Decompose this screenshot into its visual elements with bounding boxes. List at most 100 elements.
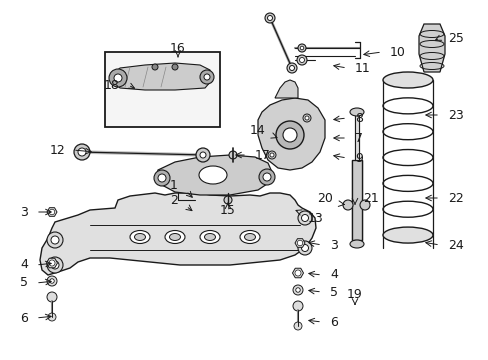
Text: 15: 15 bbox=[220, 203, 235, 216]
Polygon shape bbox=[47, 208, 57, 216]
Circle shape bbox=[172, 64, 178, 70]
Circle shape bbox=[359, 200, 369, 210]
Circle shape bbox=[283, 128, 296, 142]
Text: 17: 17 bbox=[254, 149, 270, 162]
Ellipse shape bbox=[240, 230, 260, 243]
Circle shape bbox=[269, 153, 273, 157]
Circle shape bbox=[50, 279, 54, 283]
Ellipse shape bbox=[204, 234, 215, 240]
Polygon shape bbox=[40, 193, 315, 275]
Circle shape bbox=[228, 151, 237, 159]
Ellipse shape bbox=[200, 230, 220, 243]
Circle shape bbox=[51, 236, 59, 244]
Circle shape bbox=[300, 46, 303, 50]
Circle shape bbox=[264, 13, 274, 23]
Bar bbox=[351, 160, 361, 240]
Circle shape bbox=[224, 196, 231, 204]
Circle shape bbox=[299, 58, 304, 63]
Circle shape bbox=[200, 152, 205, 158]
Text: 21: 21 bbox=[362, 192, 378, 204]
Circle shape bbox=[109, 69, 127, 87]
Circle shape bbox=[203, 74, 209, 80]
Ellipse shape bbox=[382, 72, 432, 88]
Bar bbox=[351, 160, 361, 240]
Text: 7: 7 bbox=[354, 131, 362, 144]
Text: 18: 18 bbox=[104, 78, 120, 91]
Circle shape bbox=[47, 232, 63, 248]
Polygon shape bbox=[294, 239, 305, 247]
Text: 2: 2 bbox=[170, 194, 178, 207]
Bar bbox=[105, 52, 220, 127]
Text: 6: 6 bbox=[329, 315, 337, 328]
Circle shape bbox=[286, 63, 296, 73]
Circle shape bbox=[263, 173, 270, 181]
Circle shape bbox=[158, 174, 165, 182]
Text: 1: 1 bbox=[170, 179, 178, 192]
Polygon shape bbox=[418, 24, 444, 72]
Circle shape bbox=[301, 244, 308, 252]
Text: 11: 11 bbox=[354, 62, 370, 75]
Circle shape bbox=[297, 44, 305, 52]
Circle shape bbox=[152, 64, 158, 70]
Text: 25: 25 bbox=[447, 32, 463, 45]
Circle shape bbox=[49, 209, 55, 215]
Text: 6: 6 bbox=[20, 311, 28, 324]
Text: 19: 19 bbox=[346, 288, 362, 302]
Text: 14: 14 bbox=[249, 123, 264, 136]
Circle shape bbox=[303, 114, 310, 122]
Circle shape bbox=[49, 260, 55, 266]
Polygon shape bbox=[274, 80, 297, 98]
Circle shape bbox=[51, 261, 59, 269]
Circle shape bbox=[296, 55, 306, 65]
Circle shape bbox=[200, 70, 214, 84]
Circle shape bbox=[267, 151, 275, 159]
Circle shape bbox=[47, 292, 57, 302]
Ellipse shape bbox=[349, 240, 363, 248]
Circle shape bbox=[114, 74, 122, 82]
Ellipse shape bbox=[349, 108, 363, 116]
Circle shape bbox=[47, 276, 57, 286]
Circle shape bbox=[275, 121, 304, 149]
Bar bbox=[354, 115, 358, 160]
Text: 8: 8 bbox=[354, 112, 362, 125]
Text: 16: 16 bbox=[170, 41, 185, 54]
Text: 20: 20 bbox=[317, 192, 332, 204]
Circle shape bbox=[342, 200, 352, 210]
Polygon shape bbox=[292, 268, 303, 278]
Text: 3: 3 bbox=[20, 206, 28, 219]
Ellipse shape bbox=[134, 234, 145, 240]
Circle shape bbox=[297, 211, 311, 225]
Polygon shape bbox=[258, 98, 325, 170]
Circle shape bbox=[295, 288, 300, 292]
Polygon shape bbox=[46, 258, 58, 268]
Text: 23: 23 bbox=[447, 108, 463, 122]
Circle shape bbox=[154, 170, 170, 186]
Text: 10: 10 bbox=[389, 45, 405, 59]
Circle shape bbox=[48, 313, 56, 321]
Ellipse shape bbox=[199, 166, 226, 184]
Text: 5: 5 bbox=[20, 276, 28, 289]
Ellipse shape bbox=[164, 230, 184, 243]
Circle shape bbox=[259, 169, 274, 185]
Circle shape bbox=[74, 144, 90, 160]
Text: 3: 3 bbox=[329, 239, 337, 252]
Circle shape bbox=[292, 301, 303, 311]
Ellipse shape bbox=[130, 230, 150, 243]
Polygon shape bbox=[156, 155, 271, 195]
Circle shape bbox=[297, 241, 311, 255]
Text: 13: 13 bbox=[307, 212, 323, 225]
Text: 12: 12 bbox=[49, 144, 65, 157]
Polygon shape bbox=[112, 63, 212, 90]
Circle shape bbox=[301, 215, 308, 221]
Text: 4: 4 bbox=[20, 258, 28, 271]
Circle shape bbox=[267, 15, 272, 21]
Circle shape bbox=[289, 66, 294, 71]
Text: 24: 24 bbox=[447, 239, 463, 252]
Ellipse shape bbox=[169, 234, 180, 240]
Text: 4: 4 bbox=[329, 269, 337, 282]
Text: 22: 22 bbox=[447, 192, 463, 204]
Circle shape bbox=[297, 240, 302, 246]
Circle shape bbox=[292, 285, 303, 295]
Text: 9: 9 bbox=[354, 152, 362, 165]
Ellipse shape bbox=[382, 227, 432, 243]
